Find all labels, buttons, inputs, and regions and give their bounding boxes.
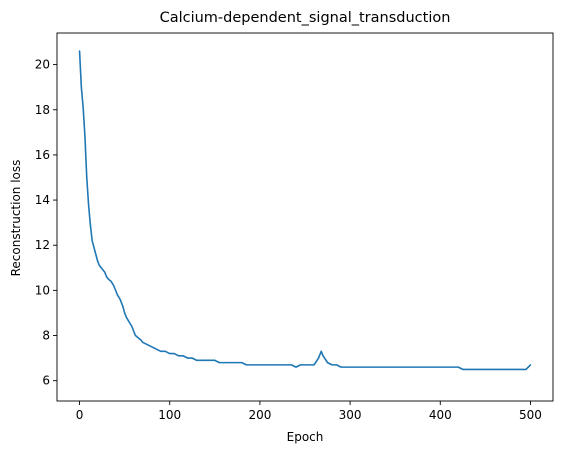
y-tick-label: 18 [35,103,50,117]
x-tick-label: 0 [76,408,84,422]
plot-area [56,32,554,402]
x-tick-label: 100 [158,408,181,422]
y-tick-label: 14 [35,193,50,207]
y-tick-label: 8 [42,329,50,343]
y-axis-ticks: 6 8 10 12 14 16 18 20 [35,58,57,388]
axes-frame [56,32,554,402]
x-axis-ticks: 0 100 200 300 400 500 [76,401,542,422]
y-tick-label: 10 [35,283,50,297]
y-tick-label: 12 [35,238,50,252]
y-tick-label: 6 [42,374,50,388]
y-tick-label: 16 [35,148,50,162]
chart-title: Calcium-dependent_signal_transduction [160,10,451,26]
x-tick-label: 300 [339,408,362,422]
y-tick-label: 20 [35,58,50,72]
x-tick-label: 400 [429,408,452,422]
x-tick-label: 200 [248,408,271,422]
series-line-0 [78,50,532,371]
x-tick-label: 500 [519,408,542,422]
y-axis-label: Reconstruction loss [9,160,23,277]
x-axis-label: Epoch [287,430,324,444]
